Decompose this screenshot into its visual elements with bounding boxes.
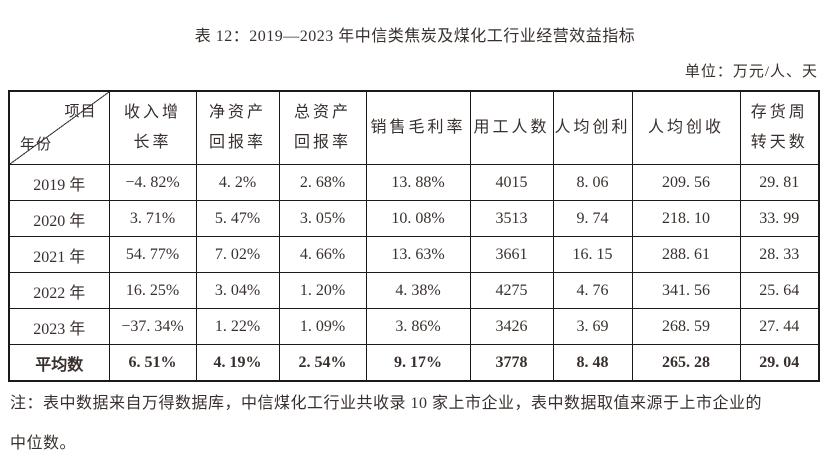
- footnote-line-2: 中位数。: [10, 435, 77, 452]
- column-header-gross-margin: 销售毛利率: [365, 90, 471, 165]
- cell: 29. 04: [739, 344, 820, 382]
- header-row: 项目 年份 收入增 长率 净资产 回报率 总资产 回报率 销售毛利率: [8, 90, 820, 165]
- table-title: 表 12：2019—2023 年中信类焦炭及煤化工行业经营效益指标: [194, 28, 636, 45]
- corner-label-project: 项目: [64, 104, 97, 120]
- cell: 3778: [469, 344, 554, 382]
- cell: 3661: [469, 236, 554, 273]
- cell: −4. 82%: [108, 164, 197, 201]
- column-header-roe: 净资产 回报率: [195, 90, 280, 165]
- cell: 16. 25%: [108, 272, 197, 309]
- cell: 8. 06: [552, 164, 633, 201]
- cell: 10. 08%: [365, 200, 471, 237]
- cell: 8. 48: [552, 344, 633, 382]
- column-header-revenue-growth: 收入增 长率: [108, 90, 197, 165]
- column-header-employees: 用工人数: [469, 90, 554, 165]
- cell: 3. 69: [552, 308, 633, 345]
- cell: 209. 56: [631, 164, 741, 201]
- row-label: 2023 年: [8, 308, 110, 345]
- cell: 3. 04%: [195, 272, 280, 309]
- table-row-2019: 2019 年 −4. 82% 4. 2% 2. 68% 13. 88% 4015…: [8, 164, 820, 201]
- cell: 6. 51%: [108, 344, 197, 382]
- table-row-2023: 2023 年 −37. 34% 1. 22% 1. 09% 3. 86% 342…: [8, 308, 820, 345]
- cell: 2. 68%: [278, 164, 367, 201]
- cell: 4015: [469, 164, 554, 201]
- corner-label-year: 年份: [20, 137, 53, 153]
- cell: 13. 63%: [365, 236, 471, 273]
- cell: 3. 71%: [108, 200, 197, 237]
- cell: 3513: [469, 200, 554, 237]
- row-label: 2019 年: [8, 164, 110, 201]
- column-header-inventory-days: 存货周 转天数: [739, 90, 820, 165]
- cell: 9. 17%: [365, 344, 471, 382]
- column-header-roa: 总资产 回报率: [278, 90, 367, 165]
- corner-header-cell: 项目 年份: [8, 90, 110, 165]
- cell: 5. 47%: [195, 200, 280, 237]
- cell: 268. 59: [631, 308, 741, 345]
- cell: 4. 38%: [365, 272, 471, 309]
- cell: 54. 77%: [108, 236, 197, 273]
- table-row-2021: 2021 年 54. 77% 7. 02% 4. 66% 13. 63% 366…: [8, 236, 820, 273]
- table-row-2022: 2022 年 16. 25% 3. 04% 1. 20% 4. 38% 4275…: [8, 272, 820, 309]
- cell: −37. 34%: [108, 308, 197, 345]
- cell: 3426: [469, 308, 554, 345]
- cell: 3. 86%: [365, 308, 471, 345]
- cell: 3. 05%: [278, 200, 367, 237]
- indicators-table: 项目 年份 收入增 长率 净资产 回报率 总资产 回报率 销售毛利率: [8, 90, 820, 382]
- column-header-profit-per-capita: 人均创利: [552, 90, 633, 165]
- cell: 25. 64: [739, 272, 820, 309]
- cell: 27. 44: [739, 308, 820, 345]
- cell: 1. 22%: [195, 308, 280, 345]
- cell: 13. 88%: [365, 164, 471, 201]
- cell: 9. 74: [552, 200, 633, 237]
- row-label: 2022 年: [8, 272, 110, 309]
- cell: 4. 66%: [278, 236, 367, 273]
- row-label: 平均数: [8, 344, 110, 382]
- cell: 265. 28: [631, 344, 741, 382]
- column-header-revenue-per-capita: 人均创收: [631, 90, 741, 165]
- unit-label: 单位：万元/人、天: [684, 64, 818, 80]
- cell: 1. 09%: [278, 308, 367, 345]
- cell: 288. 61: [631, 236, 741, 273]
- cell: 7. 02%: [195, 236, 280, 273]
- row-label: 2020 年: [8, 200, 110, 237]
- cell: 2. 54%: [278, 344, 367, 382]
- cell: 4. 2%: [195, 164, 280, 201]
- footnote-line-1: 注：表中数据来自万得数据库，中信煤化工行业共收录 10 家上市企业，表中数据取值…: [10, 395, 763, 412]
- cell: 4. 76: [552, 272, 633, 309]
- cell: 16. 15: [552, 236, 633, 273]
- cell: 33. 99: [739, 200, 820, 237]
- cell: 341. 56: [631, 272, 741, 309]
- cell: 4. 19%: [195, 344, 280, 382]
- table-row-average: 平均数 6. 51% 4. 19% 2. 54% 9. 17% 3778 8. …: [8, 344, 820, 382]
- cell: 1. 20%: [278, 272, 367, 309]
- cell: 218. 10: [631, 200, 741, 237]
- cell: 29. 81: [739, 164, 820, 201]
- cell: 28. 33: [739, 236, 820, 273]
- cell: 4275: [469, 272, 554, 309]
- row-label: 2021 年: [8, 236, 110, 273]
- table-row-2020: 2020 年 3. 71% 5. 47% 3. 05% 10. 08% 3513…: [8, 200, 820, 237]
- footnote: 注：表中数据来自万得数据库，中信煤化工行业共收录 10 家上市企业，表中数据取值…: [10, 384, 822, 462]
